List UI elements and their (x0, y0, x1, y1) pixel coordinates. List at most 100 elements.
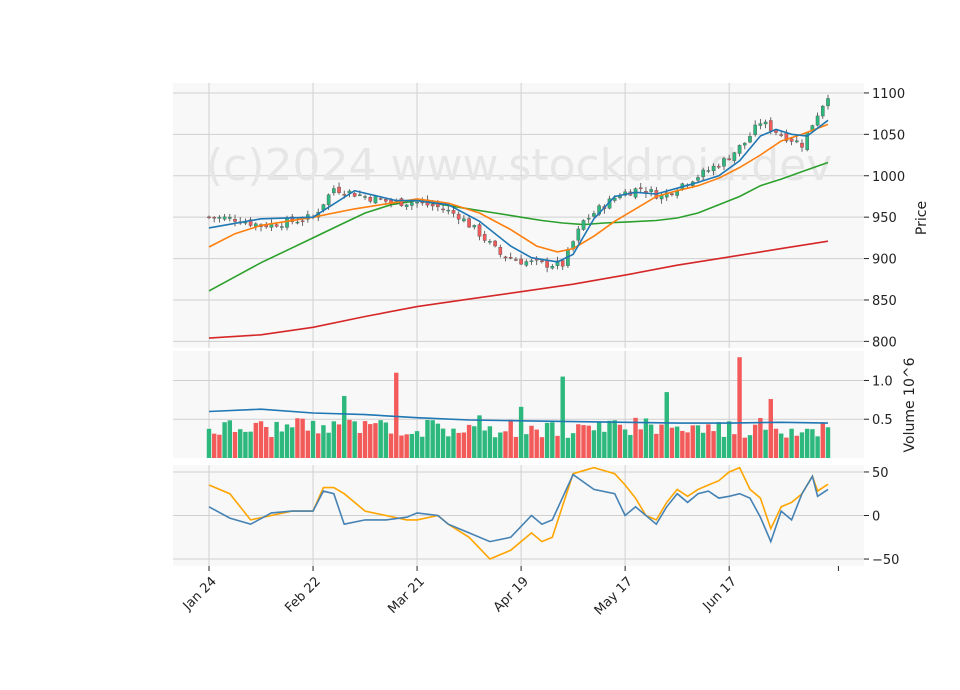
volume-bar-up (321, 425, 326, 458)
volume-bar-up (492, 437, 498, 458)
volume-bar-down (659, 424, 664, 458)
volume-bar-down (773, 428, 779, 458)
candle-down (467, 218, 471, 228)
ma-long-line (208, 161, 829, 292)
volume-bar-down (758, 418, 763, 458)
volume-bar-up (435, 423, 441, 458)
x-tick-label: Feb 22 (282, 574, 324, 616)
volume-bar-up (622, 429, 628, 458)
volume-bar-up (222, 422, 227, 458)
volume-bar-down (638, 429, 643, 458)
volume-bar-up (612, 420, 617, 458)
candle-up (701, 169, 705, 177)
volume-bar-down (820, 422, 826, 458)
volume-bar-down (576, 424, 581, 458)
candle-down (727, 158, 731, 160)
volume-bar-up (628, 434, 633, 458)
volume-bar-up (700, 432, 706, 458)
volume-bar-up (290, 427, 295, 458)
volume-bar-up (409, 433, 415, 458)
price-axis-title: Price (914, 201, 930, 235)
volume-bar-up (284, 424, 290, 458)
candle-up (706, 170, 711, 172)
candle-up (222, 216, 227, 220)
candle-down (248, 219, 253, 226)
volume-bar-down (461, 432, 467, 458)
candle-up (758, 123, 763, 126)
volume-bar-up (227, 420, 233, 458)
candle-down (342, 194, 347, 196)
volume-bars (206, 357, 831, 458)
candle-up (586, 217, 591, 220)
candle-down (493, 240, 497, 247)
candle-down (441, 208, 445, 211)
candle-up (696, 177, 700, 181)
candle-up (763, 121, 768, 125)
candle-up (410, 202, 414, 206)
volume-bar-up (550, 422, 555, 458)
candle-up (711, 165, 716, 171)
candle-up (524, 261, 529, 266)
volume-bar-up (664, 392, 669, 458)
volume-bar-up (518, 406, 524, 458)
candle-up (358, 194, 362, 196)
volume-bar-up (560, 376, 565, 458)
volume-bar-up (596, 421, 602, 458)
volume-bar-up (804, 428, 810, 458)
volume-bar-up (799, 432, 805, 458)
candle-down (451, 210, 456, 214)
candle-down (274, 224, 279, 227)
volume-bar-down (617, 424, 623, 458)
volume-bar-up (591, 430, 597, 458)
candle-up (794, 140, 799, 143)
candle-up (488, 241, 492, 243)
candle-up (722, 158, 726, 167)
candle-down (540, 260, 544, 263)
volume-bar-down (732, 434, 737, 458)
candle-up (363, 196, 367, 198)
ma-short-line (208, 119, 829, 263)
watermark: (c)2024 www.stockdroid.dev (206, 140, 832, 191)
candle-down (384, 199, 388, 202)
volume-bar-up (524, 434, 529, 458)
volume-bar-down (685, 432, 690, 458)
volume-bar-down (555, 435, 560, 458)
price-y-tick-label: 800 (872, 335, 897, 350)
volume-bar-down (258, 421, 264, 458)
candle-down (560, 260, 565, 267)
volume-bar-up (237, 429, 243, 458)
candle-up (217, 216, 222, 219)
volume-bar-down (316, 433, 321, 458)
ma-mid-line (208, 123, 829, 253)
volume-bar-down (368, 424, 373, 458)
volume-bar-down (784, 437, 789, 458)
candle-up (529, 260, 534, 262)
volume-bar-up (565, 437, 571, 458)
volume-axis-title: Volume 10^6 (902, 357, 918, 452)
volume-bar-down (508, 419, 513, 458)
oscillator-fast-line (208, 473, 829, 544)
candle-up (404, 204, 409, 207)
candle-down (508, 257, 513, 259)
candle-down (212, 217, 217, 219)
candle-down (638, 187, 643, 189)
candle-down (368, 197, 373, 202)
price-y-tick-label: 1050 (872, 128, 905, 143)
candle-down (716, 165, 721, 168)
candle-up (446, 209, 451, 212)
volume-bar-down (581, 425, 586, 458)
candle-up (753, 124, 757, 136)
volume-bar-down (690, 425, 695, 458)
volume-bar-down (269, 437, 274, 458)
volume-bar-up (342, 395, 347, 458)
volume-bar-up (648, 424, 654, 458)
candle-up (472, 225, 477, 228)
candle-down (768, 120, 773, 132)
candle-down (430, 203, 435, 207)
candle-down (456, 213, 461, 220)
volume-bar-down (362, 421, 368, 458)
volume-bar-up (815, 436, 820, 458)
volume-bar-up (498, 432, 503, 458)
